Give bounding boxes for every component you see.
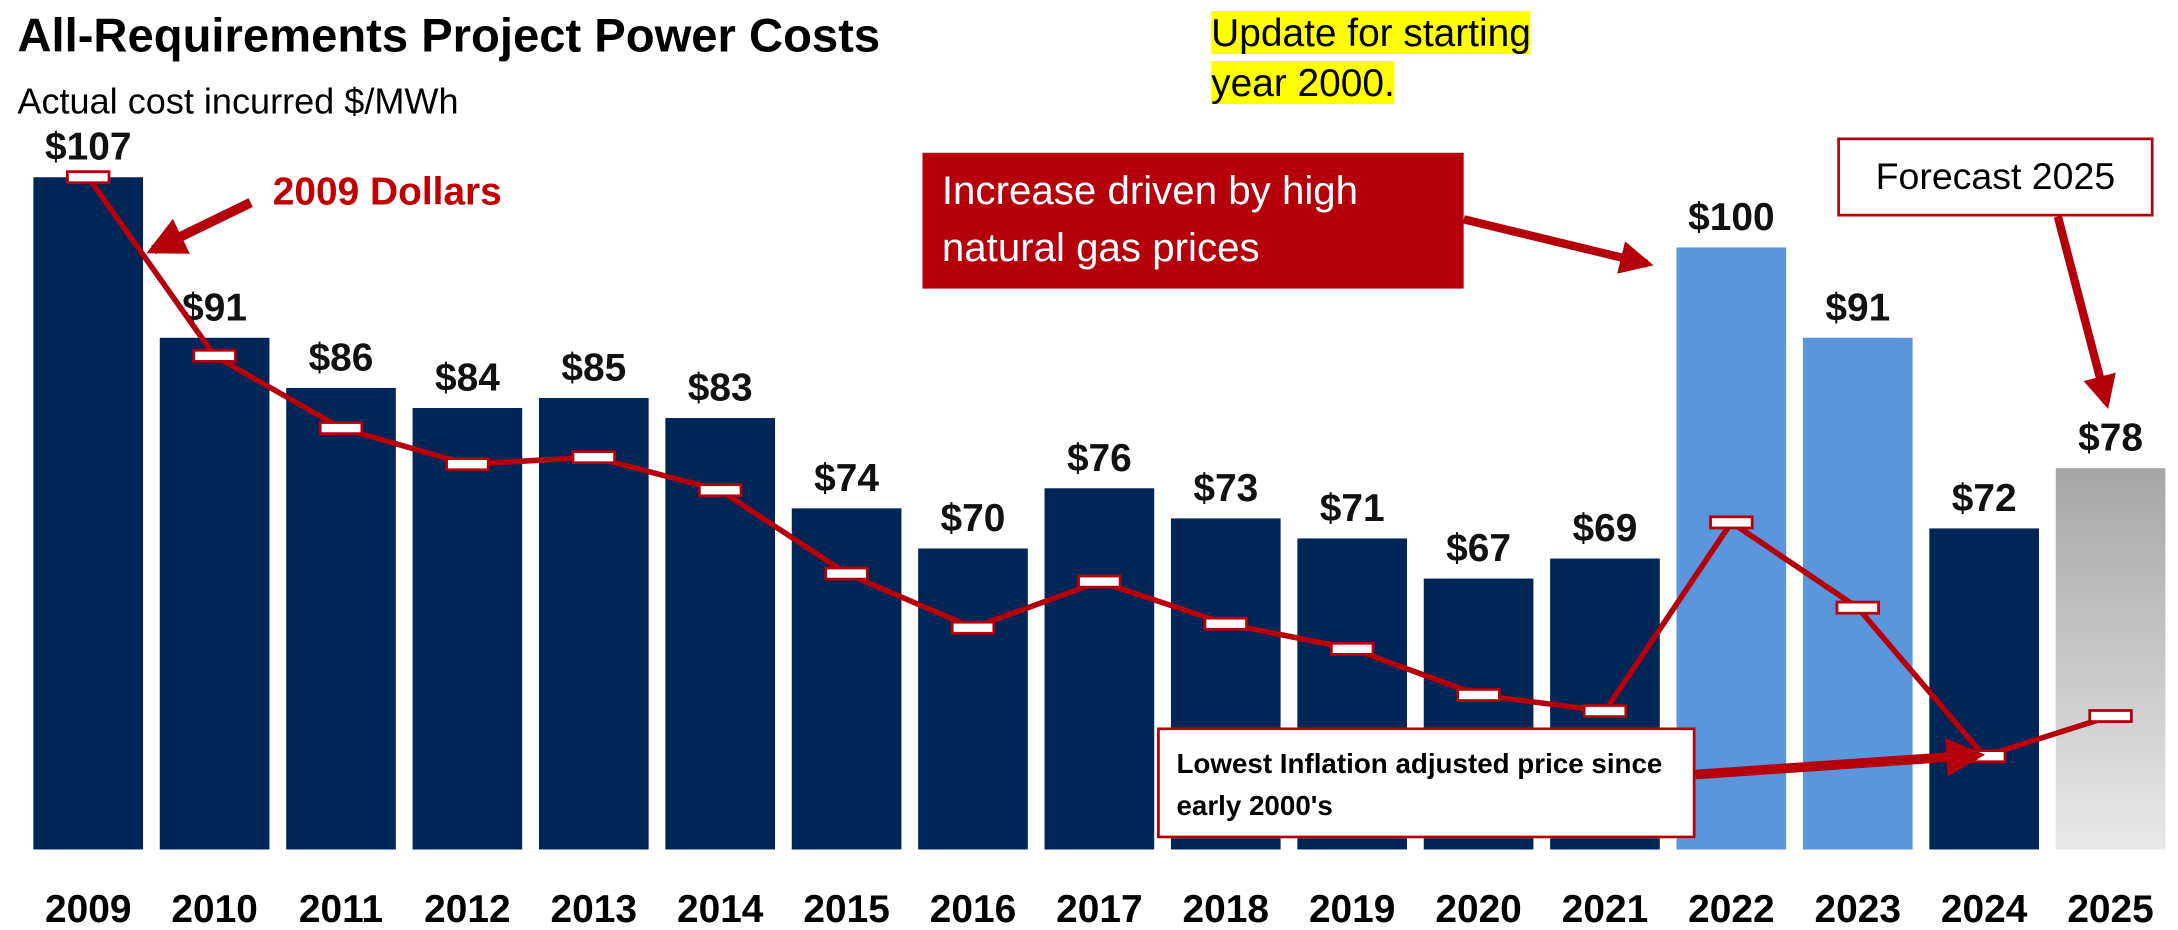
line-marker bbox=[1835, 600, 1880, 615]
value-label: $78 bbox=[2078, 417, 2143, 460]
line-marker bbox=[1582, 704, 1628, 718]
arrow bbox=[1462, 215, 1654, 274]
line-marker bbox=[1456, 688, 1501, 702]
legend-label: 2009 Dollars bbox=[273, 171, 502, 214]
forecast-box: Forecast 2025 bbox=[1837, 137, 2154, 217]
line-marker bbox=[1077, 574, 1122, 589]
x-tick-label: 2011 bbox=[299, 888, 383, 930]
line-marker bbox=[1329, 641, 1375, 656]
bar bbox=[1802, 337, 1913, 850]
line-marker bbox=[192, 348, 237, 363]
arrow bbox=[146, 198, 253, 255]
x-tick-label: 2025 bbox=[2067, 888, 2153, 930]
line-marker bbox=[318, 421, 364, 436]
bar bbox=[918, 548, 1028, 850]
value-label: $70 bbox=[941, 497, 1006, 540]
bar bbox=[2055, 468, 2166, 850]
value-label: $76 bbox=[1067, 437, 1132, 480]
value-label: $69 bbox=[1573, 507, 1638, 550]
value-label: $91 bbox=[1825, 286, 1890, 329]
note-box: Update for starting year 2000. bbox=[1211, 11, 1531, 105]
arrow bbox=[2053, 215, 2116, 409]
x-tick-label: 2013 bbox=[551, 888, 637, 930]
bar bbox=[1929, 528, 2039, 850]
line-marker bbox=[445, 457, 490, 472]
value-label: $107 bbox=[45, 126, 131, 169]
x-tick-label: 2015 bbox=[803, 888, 889, 930]
x-tick-label: 2022 bbox=[1688, 888, 1774, 930]
line-marker bbox=[1709, 515, 1754, 530]
x-tick-label: 2016 bbox=[930, 888, 1016, 930]
line-marker bbox=[2088, 709, 2133, 723]
chart-subtitle: Actual cost incurred $/MWh bbox=[17, 81, 458, 122]
line-layer bbox=[65, 170, 2133, 764]
bar bbox=[159, 337, 270, 850]
bar bbox=[412, 408, 523, 850]
x-tick-label: 2024 bbox=[1941, 888, 2028, 930]
line-marker bbox=[571, 450, 617, 465]
x-tick-label: 2009 bbox=[45, 888, 131, 930]
bar bbox=[791, 508, 902, 850]
bar bbox=[286, 387, 396, 850]
line-marker bbox=[1203, 616, 1248, 631]
value-label: $71 bbox=[1320, 487, 1385, 530]
x-tick-label: 2023 bbox=[1815, 888, 1901, 930]
line-marker bbox=[65, 170, 111, 185]
lowest-box: Lowest Inflation adjusted price since ea… bbox=[1157, 727, 1696, 839]
x-tick-label: 2020 bbox=[1435, 888, 1521, 930]
value-label: $73 bbox=[1193, 467, 1258, 510]
value-label: $85 bbox=[561, 346, 626, 389]
value-label: $83 bbox=[688, 367, 753, 410]
value-label: $100 bbox=[1688, 196, 1774, 239]
x-tick-label: 2019 bbox=[1309, 888, 1395, 930]
arrow bbox=[1695, 737, 1986, 780]
bar bbox=[33, 177, 144, 850]
forecast-text: Forecast 2025 bbox=[1837, 137, 2154, 217]
x-tick-label: 2012 bbox=[424, 888, 510, 930]
x-tick-label: 2018 bbox=[1183, 888, 1269, 930]
chart-title: All-Requirements Project Power Costs bbox=[17, 9, 880, 62]
x-tick-label: 2021 bbox=[1562, 888, 1648, 930]
line-marker bbox=[950, 620, 996, 635]
x-tick-label: 2014 bbox=[677, 888, 764, 930]
value-label: $84 bbox=[435, 357, 500, 400]
bar bbox=[1044, 488, 1155, 850]
value-label: $72 bbox=[1952, 477, 2017, 520]
lowest-text: Lowest Inflation adjusted price since ea… bbox=[1157, 727, 1696, 839]
callout-box: Increase driven by high natural gas pric… bbox=[922, 152, 1464, 289]
note-text: Update for starting year 2000. bbox=[1211, 11, 1531, 105]
value-label: $74 bbox=[814, 457, 879, 500]
value-label: $86 bbox=[309, 336, 374, 379]
bar bbox=[538, 397, 649, 850]
callout-text: Increase driven by high natural gas pric… bbox=[922, 152, 1464, 289]
line-marker bbox=[824, 566, 869, 581]
x-tick-label: 2010 bbox=[171, 888, 257, 930]
line-marker bbox=[697, 483, 743, 498]
value-label: $67 bbox=[1446, 527, 1511, 570]
x-tick-label: 2017 bbox=[1056, 888, 1142, 930]
